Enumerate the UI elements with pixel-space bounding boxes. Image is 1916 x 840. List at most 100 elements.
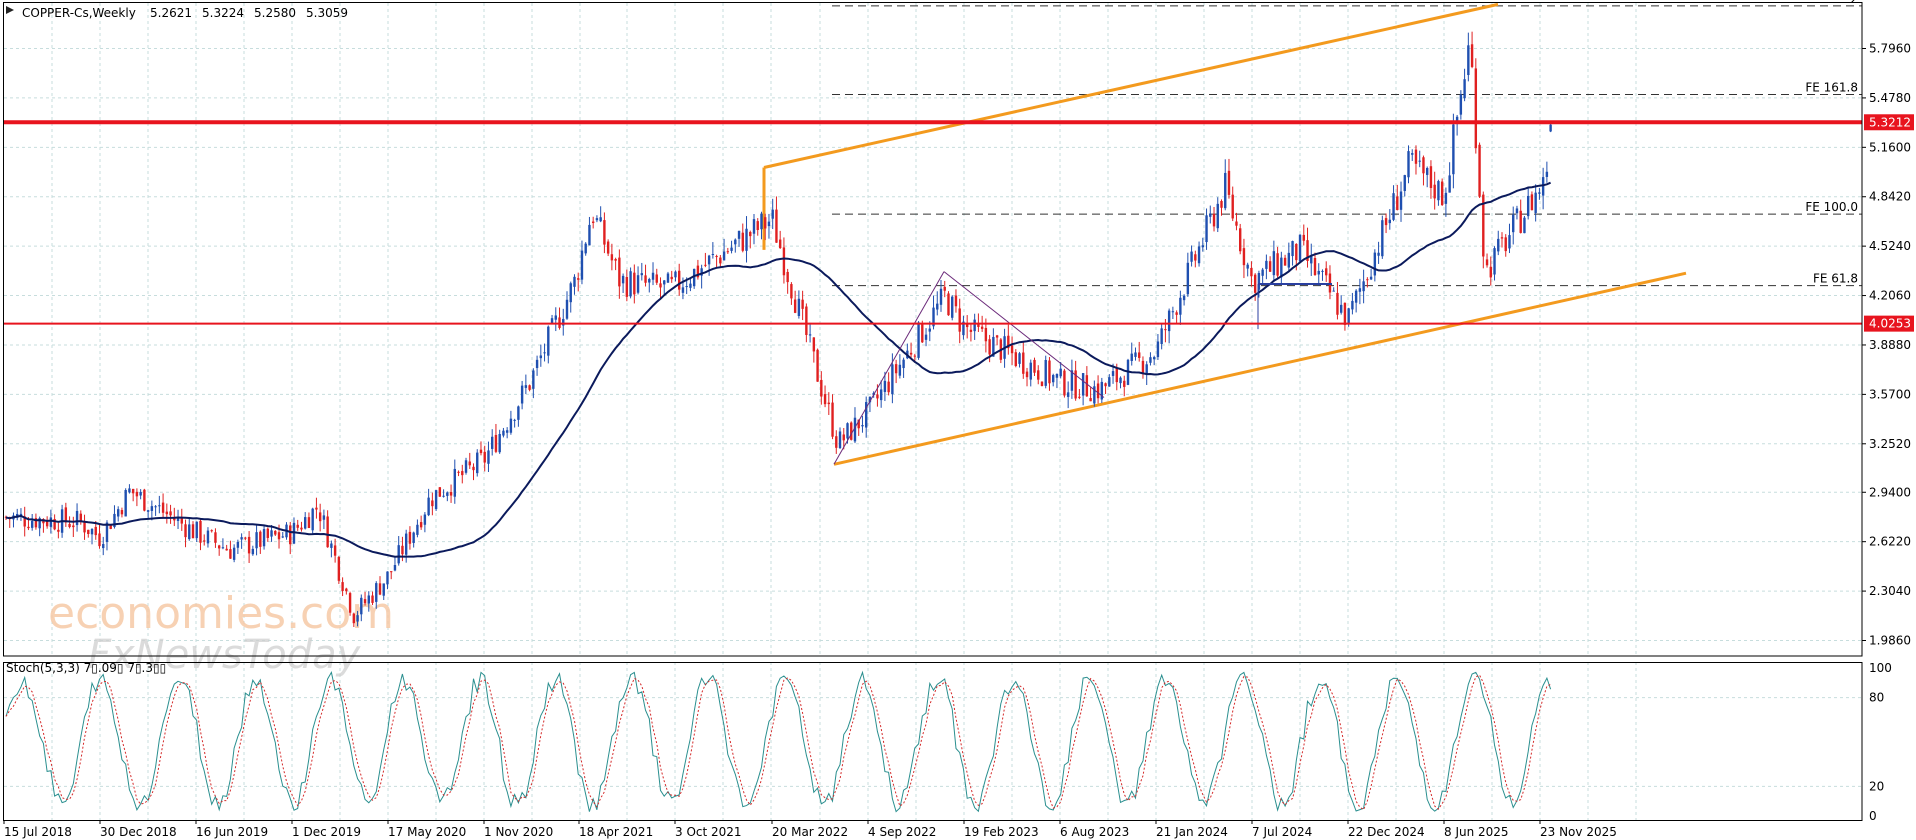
candle-body (898, 364, 902, 376)
candle-body (483, 451, 486, 463)
candle-body (341, 582, 344, 591)
candle-body (240, 537, 243, 540)
candle-body (49, 517, 53, 527)
candle-body (603, 220, 606, 245)
candle-body (1093, 386, 1096, 404)
oscillator-axis: 100 80 20 0 (1869, 661, 1892, 823)
candle-body (1123, 380, 1126, 387)
osc-level-label: 100 (1869, 661, 1892, 675)
candle-body (771, 209, 774, 219)
candle-body (468, 461, 471, 466)
candle-body (1149, 357, 1152, 363)
candle-body (1463, 79, 1466, 99)
candle-body (472, 466, 475, 471)
candle-body (1500, 237, 1504, 239)
candle-body (1321, 270, 1324, 272)
y-tick-label: 3.8880 (1869, 338, 1911, 352)
candle-body (259, 531, 262, 547)
price-tag-box (1864, 315, 1914, 332)
candle-body (1433, 184, 1436, 199)
candle-body (980, 326, 984, 329)
trendline-down (943, 271, 1105, 398)
candle-body (1366, 279, 1369, 281)
candle-body (1246, 264, 1249, 269)
candle-body (528, 385, 531, 390)
candle-body (1164, 329, 1167, 331)
candle-body (1310, 255, 1313, 264)
candle-body (333, 545, 337, 556)
symbol-menu-icon[interactable] (6, 6, 14, 14)
candle-body (173, 517, 176, 521)
candle-body (1134, 352, 1137, 357)
price-tag-label: 5.3212 (1869, 115, 1911, 129)
candle-body (113, 513, 116, 528)
candle-body (1033, 359, 1036, 373)
candle-body (195, 521, 198, 539)
price-tags: 5.3212 4.0253 (1864, 114, 1914, 332)
candle-body (105, 522, 109, 542)
candle-body (741, 232, 744, 251)
x-tick-label: 3 Oct 2021 (675, 825, 742, 839)
candle-body (277, 532, 281, 540)
price-tag-label: 4.0253 (1869, 317, 1911, 331)
candle-body (1007, 335, 1010, 349)
candle-body (232, 547, 236, 560)
candle-body (1190, 251, 1193, 262)
candle-body (651, 272, 655, 280)
candle-body (318, 512, 322, 522)
candle-body (255, 532, 258, 549)
candle-body (1418, 160, 1421, 162)
candle-body (599, 217, 602, 222)
candle-body (1253, 274, 1257, 293)
candle-body (850, 422, 853, 440)
candle-body (984, 327, 988, 342)
candle-body (221, 547, 225, 549)
candle-body (520, 385, 524, 404)
candle-body (823, 394, 827, 405)
ohlc-open: 5.2621 (150, 6, 192, 20)
candle-body (1179, 297, 1182, 315)
candle-body (1227, 170, 1231, 195)
candle-body (704, 264, 707, 266)
candle-body (356, 615, 359, 622)
candle-body (393, 564, 397, 571)
candle-body (591, 221, 595, 223)
candle-body (644, 275, 647, 283)
candle-body (311, 508, 314, 531)
price-pane-border (3, 2, 1863, 657)
candle-body (494, 434, 498, 452)
candle-body (842, 434, 845, 441)
candle-body (1212, 214, 1216, 227)
x-tick-label: 8 Jun 2025 (1444, 825, 1509, 839)
candle-body (1235, 221, 1238, 226)
candle-body (423, 514, 427, 525)
candle-body (1493, 248, 1496, 275)
candle-body (924, 334, 928, 340)
y-tick-label: 2.3040 (1869, 584, 1911, 598)
candle-body (1242, 248, 1246, 266)
candle-body (1066, 392, 1070, 397)
candle-body (244, 537, 247, 539)
candle-body (371, 595, 374, 603)
candle-body (457, 471, 460, 473)
candle-body (853, 417, 857, 442)
candle-body (337, 557, 341, 581)
candle-body (143, 489, 146, 511)
candle-body (169, 511, 172, 516)
fibonacci-labels: 2 FE 161.8 FE 100.0 FE 61.8 (1805, 0, 1858, 286)
candle-body (128, 488, 131, 493)
candle-body (1444, 192, 1448, 204)
channel-upper-line (763, 2, 1499, 169)
candle-body (1485, 259, 1489, 266)
candle-body (139, 491, 142, 496)
candle-body (188, 524, 191, 540)
candle-body (1448, 175, 1451, 193)
candle-body (606, 241, 610, 254)
candle-body (1459, 94, 1463, 115)
candle-body (4, 516, 8, 518)
x-tick-label: 30 Dec 2018 (100, 825, 177, 839)
candle-body (951, 296, 954, 318)
x-tick-label: 6 Aug 2023 (1060, 825, 1129, 839)
candle-body (352, 613, 356, 624)
candle-body (1530, 194, 1534, 211)
